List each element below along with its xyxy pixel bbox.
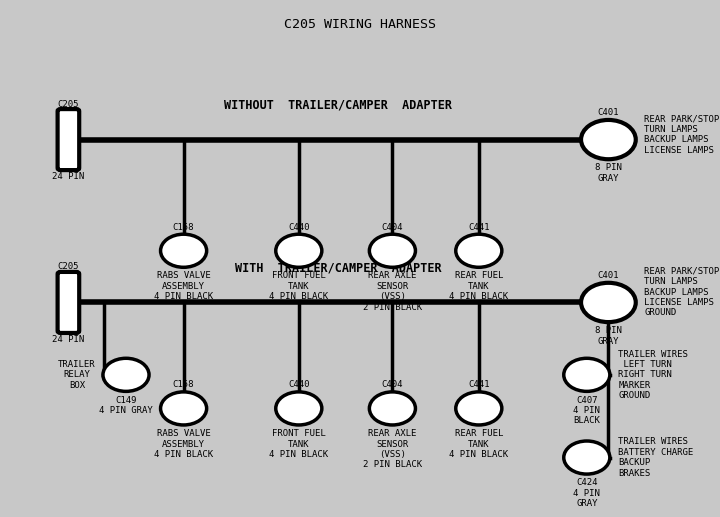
Circle shape [276,392,322,425]
Text: 24 PIN: 24 PIN [53,172,84,181]
Circle shape [161,392,207,425]
Text: REAR AXLE
SENSOR
(VSS)
2 PIN BLACK: REAR AXLE SENSOR (VSS) 2 PIN BLACK [363,271,422,312]
Text: C158: C158 [173,381,194,389]
Text: C205 WIRING HARNESS: C205 WIRING HARNESS [284,18,436,31]
Text: REAR PARK/STOP
TURN LAMPS
BACKUP LAMPS
LICENSE LAMPS
GROUND: REAR PARK/STOP TURN LAMPS BACKUP LAMPS L… [644,267,720,317]
Text: TRAILER WIRES
 LEFT TURN
RIGHT TURN
MARKER
GROUND: TRAILER WIRES LEFT TURN RIGHT TURN MARKE… [618,349,688,400]
Text: WITHOUT  TRAILER/CAMPER  ADAPTER: WITHOUT TRAILER/CAMPER ADAPTER [225,98,452,111]
Text: 8 PIN
GRAY: 8 PIN GRAY [595,163,622,183]
Text: C404: C404 [382,381,403,389]
Text: C424
4 PIN
GRAY: C424 4 PIN GRAY [573,478,600,508]
Text: C205: C205 [58,263,79,271]
Text: FRONT FUEL
TANK
4 PIN BLACK: FRONT FUEL TANK 4 PIN BLACK [269,429,328,459]
Text: 24 PIN: 24 PIN [53,335,84,344]
Text: C158: C158 [173,223,194,232]
Text: C441: C441 [468,381,490,389]
Circle shape [581,283,636,322]
Circle shape [276,234,322,267]
Text: REAR AXLE
SENSOR
(VSS)
2 PIN BLACK: REAR AXLE SENSOR (VSS) 2 PIN BLACK [363,429,422,469]
Text: C407
4 PIN
BLACK: C407 4 PIN BLACK [573,396,600,425]
Circle shape [564,441,610,474]
Circle shape [103,358,149,391]
Text: RABS VALVE
ASSEMBLY
4 PIN BLACK: RABS VALVE ASSEMBLY 4 PIN BLACK [154,429,213,459]
Text: C441: C441 [468,223,490,232]
Text: C149
4 PIN GRAY: C149 4 PIN GRAY [99,396,153,415]
Text: C205: C205 [58,100,79,109]
FancyBboxPatch shape [58,109,79,170]
Text: TRAILER WIRES
BATTERY CHARGE
BACKUP
BRAKES: TRAILER WIRES BATTERY CHARGE BACKUP BRAK… [618,437,694,478]
Circle shape [581,120,636,159]
Text: WITH  TRAILER/CAMPER  ADAPTER: WITH TRAILER/CAMPER ADAPTER [235,261,441,274]
Circle shape [456,234,502,267]
Text: C401: C401 [598,109,619,117]
Circle shape [161,234,207,267]
Text: C440: C440 [288,223,310,232]
Text: C440: C440 [288,381,310,389]
FancyBboxPatch shape [58,272,79,333]
Circle shape [369,392,415,425]
Text: C404: C404 [382,223,403,232]
Circle shape [369,234,415,267]
Text: C401: C401 [598,271,619,280]
Text: REAR FUEL
TANK
4 PIN BLACK: REAR FUEL TANK 4 PIN BLACK [449,271,508,301]
Circle shape [456,392,502,425]
Text: TRAILER
RELAY
BOX: TRAILER RELAY BOX [58,360,96,390]
Text: RABS VALVE
ASSEMBLY
4 PIN BLACK: RABS VALVE ASSEMBLY 4 PIN BLACK [154,271,213,301]
Circle shape [564,358,610,391]
Text: REAR FUEL
TANK
4 PIN BLACK: REAR FUEL TANK 4 PIN BLACK [449,429,508,459]
Text: 8 PIN
GRAY: 8 PIN GRAY [595,326,622,346]
Text: REAR PARK/STOP
TURN LAMPS
BACKUP LAMPS
LICENSE LAMPS: REAR PARK/STOP TURN LAMPS BACKUP LAMPS L… [644,114,720,155]
Text: FRONT FUEL
TANK
4 PIN BLACK: FRONT FUEL TANK 4 PIN BLACK [269,271,328,301]
